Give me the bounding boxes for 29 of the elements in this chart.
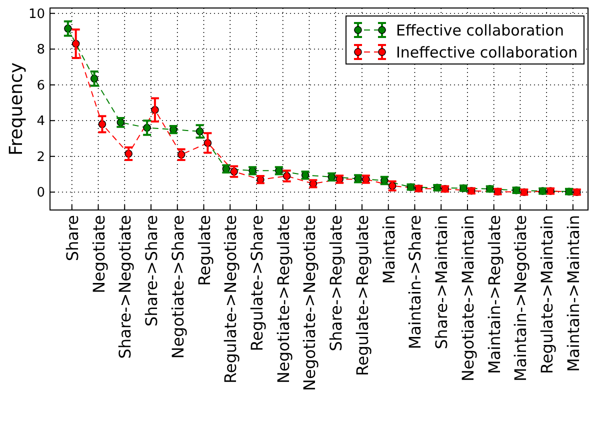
x-tick-label: Negotiate->Negotiate bbox=[300, 215, 320, 391]
x-tick-label: Negotiate->Share bbox=[168, 215, 188, 359]
x-tick-label: Maintain->Maintain bbox=[564, 215, 583, 372]
x-tick-label: Share->Negotiate bbox=[116, 215, 135, 359]
x-tick-label: Share->Maintain bbox=[432, 215, 452, 350]
x-tick-label: Maintain bbox=[379, 215, 398, 284]
x-tick-label: Regulate->Share bbox=[247, 215, 266, 352]
x-tick-label: Negotiate bbox=[89, 215, 108, 294]
x-tick-label: Negotiate->Maintain bbox=[458, 215, 478, 382]
x-tick-label: Negotiate->Regulate bbox=[274, 215, 293, 384]
x-tick-label: Regulate->Negotiate bbox=[221, 215, 240, 384]
x-tick-label: Maintain->Negotiate bbox=[511, 215, 530, 382]
y-tick-label: 2 bbox=[36, 150, 45, 165]
y-tick-label: 8 bbox=[36, 42, 45, 58]
x-tick-label: Maintain->Regulate bbox=[484, 215, 504, 374]
x-tick-label: Share->Share bbox=[142, 215, 162, 327]
x-tick-label: Share bbox=[62, 215, 82, 262]
x-tick-label: Regulate bbox=[194, 215, 214, 286]
x-tick-label: Regulate->Maintain bbox=[538, 215, 557, 374]
y-tick-label: 10 bbox=[28, 6, 45, 22]
legend-label: Effective collaboration bbox=[396, 21, 564, 40]
x-tick-label: Maintain->Share bbox=[406, 215, 425, 350]
legend-label: Ineffective collaboration bbox=[396, 43, 578, 62]
y-tick-label: 0 bbox=[36, 186, 45, 201]
y-tick-label: 4 bbox=[36, 114, 45, 130]
x-tick-label: Regulate->Regulate bbox=[352, 215, 372, 376]
x-tick-label: Share->Regulate bbox=[326, 215, 346, 352]
y-axis-title: Frequency bbox=[6, 62, 27, 156]
y-tick-label: 6 bbox=[36, 78, 45, 94]
